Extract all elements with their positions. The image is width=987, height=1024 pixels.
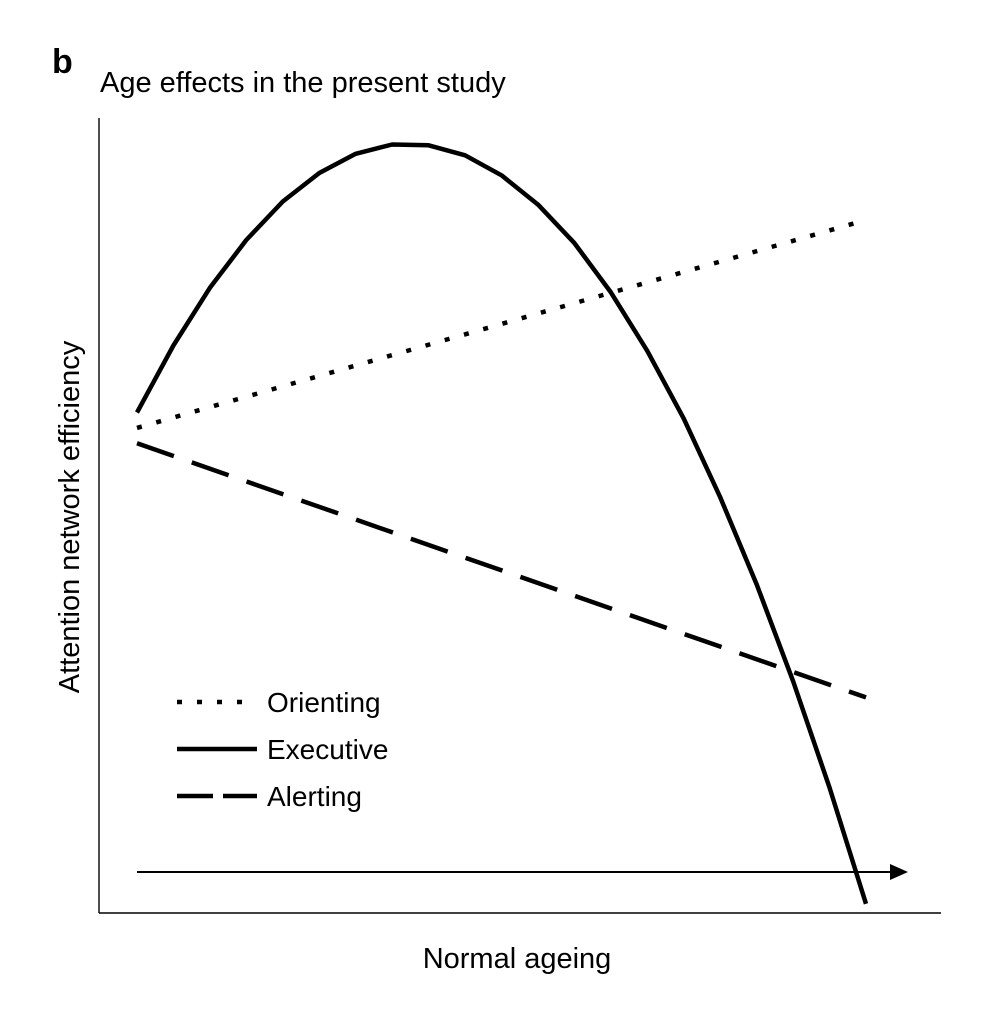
legend-item-executive: Executive: [177, 734, 388, 765]
panel-label: b: [52, 43, 73, 81]
chart-title: Age effects in the present study: [100, 67, 506, 99]
x-axis-label: Normal ageing: [423, 943, 612, 975]
y-axis-label: Attention network efficiency: [54, 340, 86, 693]
legend-label-executive: Executive: [267, 734, 388, 765]
legend-item-orienting: Orienting: [177, 687, 381, 718]
plot-area: [135, 142, 869, 905]
series-line-orienting: [136, 217, 867, 431]
legend-item-alerting: Alerting: [177, 781, 362, 812]
legend-label-orienting: Orienting: [267, 687, 381, 718]
series-line-executive: [135, 142, 869, 905]
ageing-arrow: [137, 864, 908, 880]
legend-label-alerting: Alerting: [267, 781, 362, 812]
series-line-alerting: [136, 441, 867, 700]
ageing-arrowhead: [890, 864, 908, 880]
legend: Orienting Executive Alerting: [177, 687, 388, 812]
